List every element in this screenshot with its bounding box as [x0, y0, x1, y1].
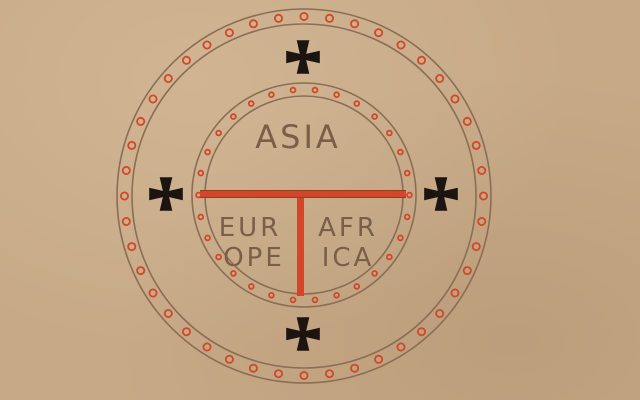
t-vertical-bar	[297, 190, 304, 296]
dot-ornament-icon	[416, 55, 426, 65]
dot-ornament-icon	[202, 40, 212, 50]
dot-ornament-icon	[163, 308, 173, 318]
dot-ornament-icon	[386, 253, 393, 261]
dot-ornament-icon	[204, 148, 211, 156]
t-division	[200, 190, 406, 296]
dot-ornament-icon	[311, 86, 319, 94]
dot-ornament-icon	[403, 169, 411, 177]
dot-ornament-icon	[397, 234, 404, 242]
dot-ornament-icon	[406, 191, 413, 199]
dot-ornament-icon	[450, 94, 460, 104]
cross-pattee-icon	[424, 177, 458, 211]
dot-ornament-icon	[136, 266, 146, 276]
dot-ornament-icon	[181, 327, 191, 337]
dot-ornament-icon	[435, 308, 445, 318]
dot-ornament-icon	[136, 116, 146, 126]
dot-ornament-icon	[268, 91, 275, 98]
dot-ornament-icon	[435, 74, 445, 84]
label-africa-line2: ICA	[322, 243, 375, 273]
dot-ornament-icon	[204, 234, 211, 242]
dot-ornament-icon	[215, 129, 222, 137]
dot-ornament-icon	[396, 342, 406, 352]
dot-ornament-icon	[248, 363, 258, 373]
dot-ornament-icon	[127, 242, 137, 252]
dot-ornament-icon	[333, 91, 340, 98]
inner-ring-dots	[195, 86, 413, 304]
dot-ornament-icon	[273, 13, 283, 23]
dot-ornament-icon	[163, 74, 173, 84]
dot-ornament-icon	[350, 19, 360, 29]
dot-ornament-icon	[397, 148, 404, 156]
dot-ornament-icon	[416, 327, 426, 337]
dot-ornament-icon	[386, 129, 393, 137]
dot-ornament-icon	[450, 288, 460, 298]
dot-ornament-icon	[477, 165, 487, 175]
dot-ornament-icon	[121, 216, 131, 226]
dot-ornament-icon	[462, 116, 472, 126]
dot-ornament-icon	[478, 191, 488, 201]
label-europe-line1: EUR	[219, 213, 282, 243]
dot-ornament-icon	[396, 40, 406, 50]
dot-ornament-icon	[268, 291, 275, 299]
label-asia: ASIA	[255, 118, 341, 156]
dot-ornament-icon	[127, 140, 137, 150]
outer-ring-dots	[120, 11, 488, 380]
dot-ornament-icon	[289, 296, 297, 304]
dot-ornament-icon	[148, 94, 158, 104]
dot-ornament-icon	[148, 288, 158, 298]
label-africa-line1: AFR	[318, 213, 378, 243]
dot-ornament-icon	[371, 113, 378, 120]
dot-ornament-icon	[353, 100, 361, 107]
dot-ornament-icon	[248, 19, 258, 29]
dot-ornament-icon	[224, 28, 234, 38]
dot-ornament-icon	[289, 86, 297, 94]
dot-ornament-icon	[374, 28, 384, 38]
cross-pattee-icon	[286, 40, 320, 74]
dot-ornament-icon	[248, 283, 255, 290]
dot-ornament-icon	[247, 100, 255, 107]
dot-ornament-icon	[350, 363, 360, 373]
cardinal-crosses	[149, 40, 458, 351]
dot-ornament-icon	[197, 169, 205, 177]
label-europe-line2: OPE	[223, 243, 285, 273]
dot-ornament-icon	[324, 13, 334, 23]
cross-pattee-icon	[286, 317, 320, 351]
dot-ornament-icon	[121, 165, 131, 175]
cross-pattee-icon	[149, 177, 183, 211]
dot-ornament-icon	[333, 291, 340, 299]
dot-ornament-icon	[299, 370, 309, 380]
dot-ornament-icon	[353, 283, 361, 290]
dot-ornament-icon	[299, 11, 309, 21]
dot-ornament-icon	[371, 270, 378, 277]
dot-ornament-icon	[471, 140, 481, 150]
dot-ornament-icon	[215, 253, 222, 261]
dot-ornament-icon	[403, 213, 411, 221]
dot-ornament-icon	[224, 354, 234, 364]
dot-ornament-icon	[462, 266, 472, 276]
dot-ornament-icon	[324, 369, 334, 379]
dot-ornament-icon	[471, 242, 481, 252]
dot-ornament-icon	[230, 113, 237, 120]
dot-ornament-icon	[202, 342, 212, 352]
dot-ornament-icon	[273, 369, 283, 379]
dot-ornament-icon	[374, 354, 384, 364]
dot-ornament-icon	[477, 216, 487, 226]
outer-ring	[116, 8, 492, 384]
dot-ornament-icon	[311, 296, 319, 304]
dot-ornament-icon	[181, 55, 191, 65]
dot-ornament-icon	[230, 270, 237, 277]
dot-ornament-icon	[120, 191, 130, 201]
dot-ornament-icon	[197, 213, 205, 221]
